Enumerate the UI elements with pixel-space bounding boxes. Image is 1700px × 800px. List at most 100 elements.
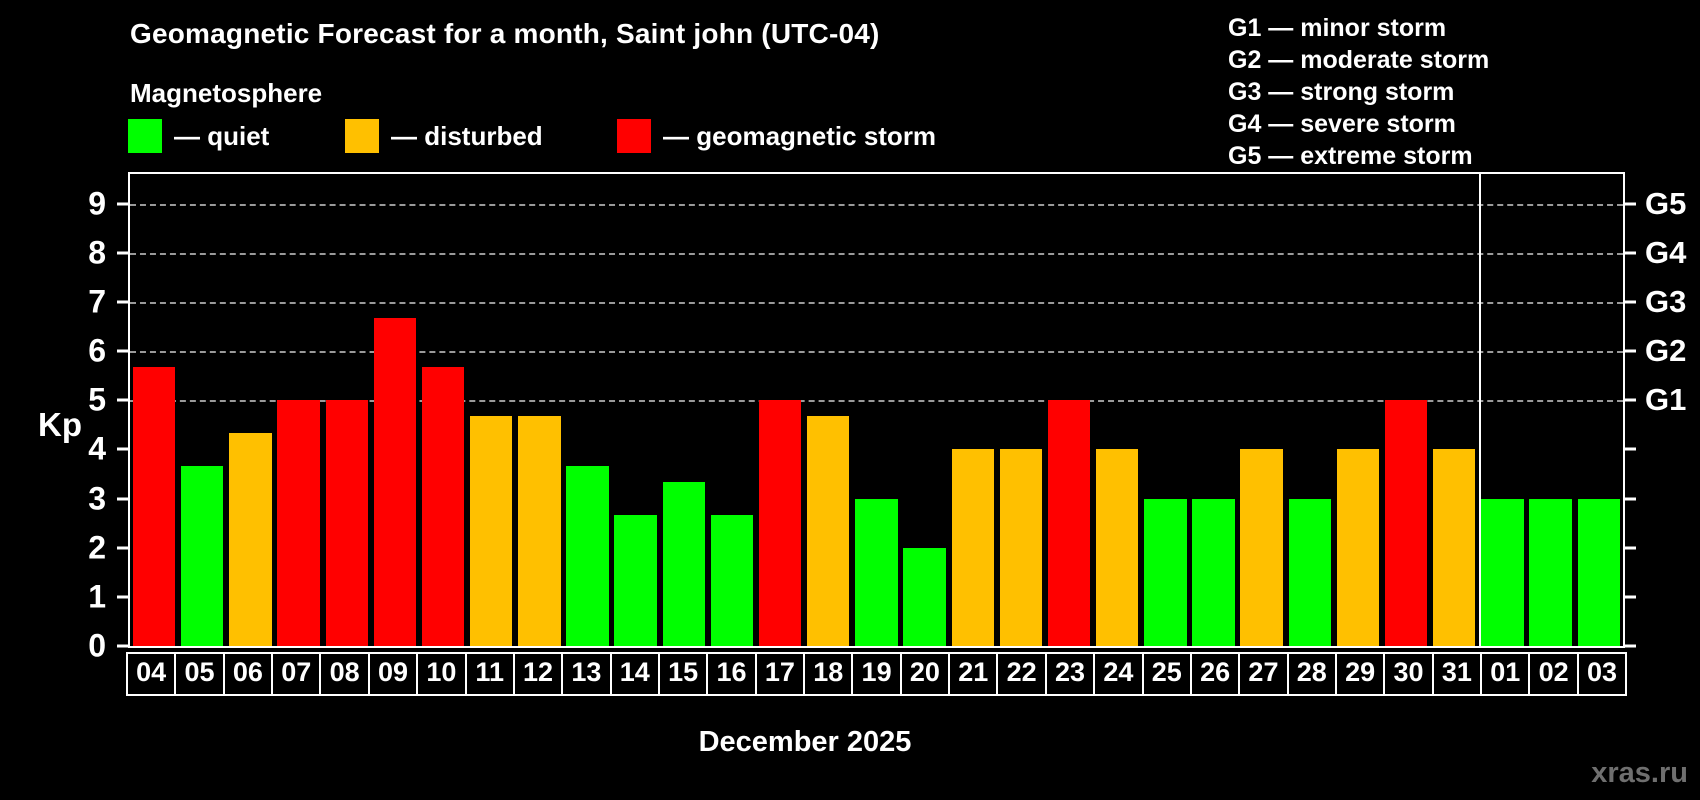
bar-cell-09 [371,174,419,646]
bar-cell-14 [612,174,660,646]
gridline-kp7 [130,301,1623,304]
day-label-20: 20 [899,652,951,696]
x-axis-day-labels: 04 05 06 07 08 09 10 11 12 13 14 15 16 17 18 19 20 21 22 23… [126,652,1628,696]
legend-item-storm: — geomagnetic storm [617,119,936,153]
day-label-13: 13 [561,652,612,696]
g-legend-line-4: G4 — severe storm [1228,110,1456,138]
bar-cell-21 [949,174,997,646]
bar-cell-19 [852,174,900,646]
bar-day-17 [758,400,802,646]
bar-cell-24 [1093,174,1141,646]
day-label-24: 24 [1093,652,1144,696]
g-level-label-G2: G2 [1645,333,1687,368]
bar-cell-29 [1334,174,1382,646]
bar-day-13 [566,465,609,646]
day-label-02: 02 [1528,652,1579,696]
day-label-03: 03 [1576,652,1628,696]
day-label-07: 07 [271,652,322,696]
bar-day-27 [1240,449,1283,646]
y-tick-label-0: 0 [88,627,106,664]
day-label-21: 21 [948,652,999,696]
bar-day-19 [855,498,898,646]
y-tick-3 [117,497,130,500]
bar-day-08 [325,400,368,646]
bar-day-06 [229,433,272,646]
bar-day-01 [1481,498,1524,646]
bar-day-11 [469,416,513,646]
right-tick-5 [1623,398,1636,402]
bar-cell-03 [1575,174,1623,646]
bar-day-21 [951,449,994,646]
bar-cell-17 [756,174,804,646]
bar-cell-11 [467,174,515,646]
legend-label-disturbed: — disturbed [391,120,543,151]
day-label-09: 09 [367,652,419,696]
g-legend-line-2: G2 — moderate storm [1228,46,1490,74]
day-label-31: 31 [1431,652,1483,696]
chart-title: Geomagnetic Forecast for a month, Saint … [130,18,880,49]
legend-label-storm: — geomagnetic storm [663,120,937,151]
y-tick-label-5: 5 [88,381,106,418]
day-label-11: 11 [464,652,515,696]
bar-cell-01 [1478,174,1526,646]
bar-day-24 [1096,449,1139,646]
legend-item-disturbed: — disturbed [345,119,543,153]
day-label-25: 25 [1141,652,1192,696]
day-label-26: 26 [1189,652,1241,696]
g-legend-line-5: G5 — extreme storm [1228,142,1473,170]
day-label-15: 15 [657,652,709,696]
g-level-label-G4: G4 [1645,234,1687,270]
bar-day-28 [1288,498,1332,646]
bar-day-09 [373,318,417,646]
bar-day-26 [1192,498,1235,646]
quiet-swatch [128,119,162,153]
bar-cell-10 [419,174,467,646]
plot-area: 0 1 2 3 4 5 G1 6 G2 7 G3 8 G4 9 G5 [88,172,1686,664]
gridline-kp6 [130,351,1623,353]
bar-day-05 [181,465,224,646]
day-label-29: 29 [1334,652,1386,696]
chart-subtitle: Magnetosphere [130,78,323,108]
bar-day-04 [132,367,176,646]
y-tick-label-8: 8 [88,234,106,271]
day-label-27: 27 [1238,652,1289,696]
bar-cell-07 [274,174,322,646]
right-tick-3 [1623,497,1636,500]
gridline-kp5 [130,400,1623,403]
day-label-14: 14 [609,652,660,696]
bar-day-12 [518,416,561,646]
y-tick-1 [117,595,130,599]
y-tick-6 [117,349,130,353]
gridline-kp9 [130,203,1623,206]
right-tick-7 [1623,300,1636,304]
bar-cell-13 [563,174,611,646]
bar-day-02 [1529,498,1572,646]
g-legend-line-1: G1 — minor storm [1228,14,1447,42]
bar-cell-12 [515,174,563,646]
day-label-18: 18 [803,652,854,696]
day-label-12: 12 [512,652,564,696]
right-tick-6 [1623,349,1636,353]
y-tick-label-4: 4 [88,430,106,467]
day-label-01: 01 [1480,652,1531,696]
bar-day-20 [903,547,946,646]
disturbed-swatch [345,119,379,153]
bar-cell-05 [178,174,226,646]
status-legend: — quiet — disturbed — geomagnetic storm [128,119,1028,157]
bar-day-16 [710,514,754,646]
g-legend-line-3: G3 — strong storm [1228,78,1455,106]
day-label-28: 28 [1286,652,1337,696]
y-tick-2 [117,546,130,550]
bar-day-30 [1384,400,1428,646]
bar-day-10 [421,367,465,646]
right-tick-8 [1623,251,1636,255]
y-tick-label-1: 1 [88,578,106,615]
bar-cell-20 [901,174,949,646]
g-level-label-G5: G5 [1645,185,1687,221]
g-level-label-G3: G3 [1645,283,1687,319]
bar-cell-02 [1527,174,1575,646]
bars-container [130,174,1623,646]
y-tick-label-2: 2 [88,529,106,566]
x-axis-title: December 2025 [698,726,912,758]
